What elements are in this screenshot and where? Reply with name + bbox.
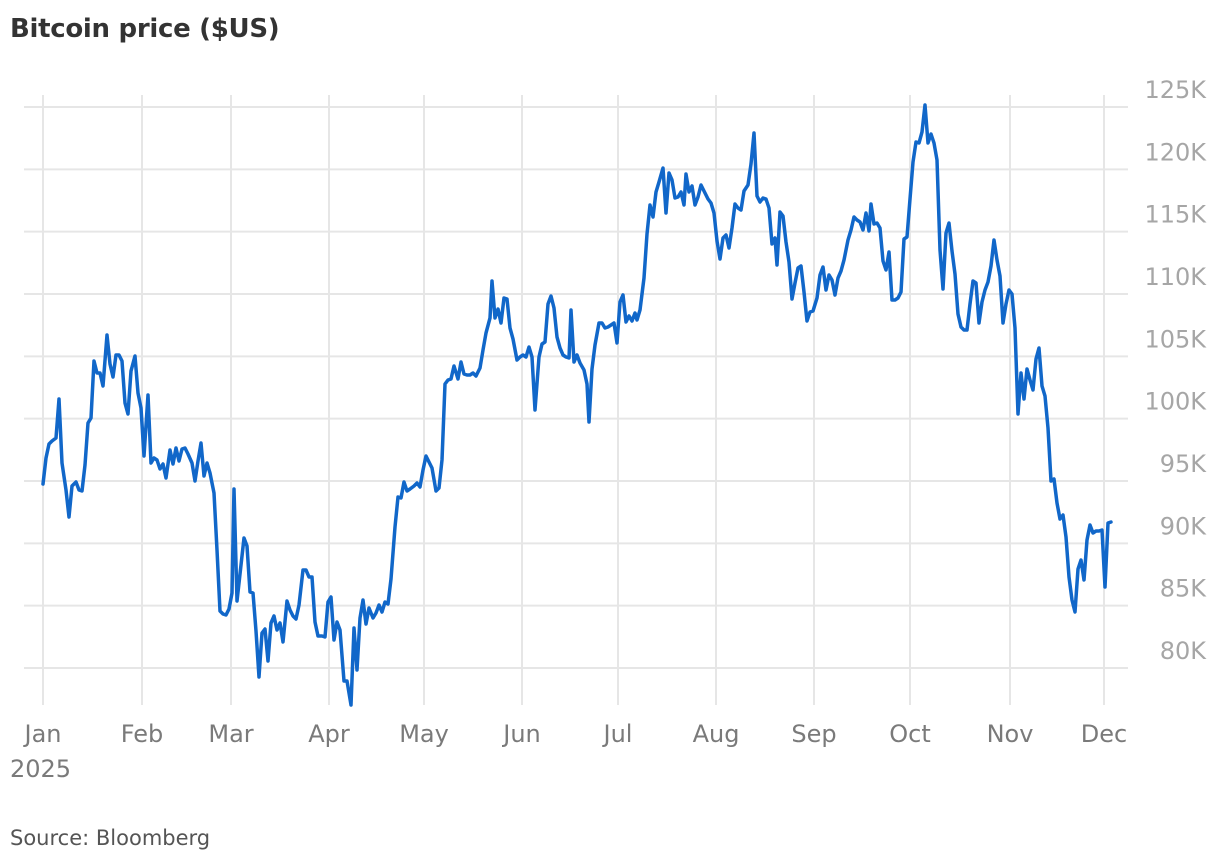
y-tick-label: 85K [1160, 575, 1208, 603]
y-tick-label: 105K [1144, 325, 1207, 353]
chart-title: Bitcoin price ($US) [10, 14, 280, 44]
x-tick-label: Sep [791, 720, 836, 748]
x-tick-label: Aug [693, 720, 740, 748]
y-tick-label: 90K [1160, 512, 1208, 540]
x-tick-label: May [399, 720, 449, 748]
x-axis-labels: Jan Feb Mar Apr May Jun Jul Aug Sep Oct Nov Dec [23, 720, 1128, 748]
bitcoin-price-line [41, 103, 1113, 707]
x-tick-label: Jun [501, 720, 541, 748]
y-tick-label: 100K [1144, 388, 1207, 416]
x-tick-label: Feb [121, 720, 164, 748]
x-tick-label: Mar [208, 720, 253, 748]
y-tick-label: 80K [1160, 637, 1208, 665]
y-tick-label: 115K [1144, 201, 1207, 229]
x-tick-label: Jul [602, 720, 633, 748]
y-tick-label: 110K [1144, 263, 1207, 291]
source-note: Source: Bloomberg [10, 826, 211, 850]
vertical-gridlines [42, 95, 1105, 705]
y-tick-label: 95K [1160, 450, 1208, 478]
x-tick-label: Apr [308, 720, 350, 748]
horizontal-gridlines [24, 106, 1128, 669]
x-tick-label: Oct [889, 720, 931, 748]
x-tick-label: Nov [987, 720, 1034, 748]
x-axis-year-label: 2025 [10, 755, 71, 783]
y-axis-labels: 125K 120K 115K 110K 105K 100K 95K 90K 85K 80K [1144, 76, 1207, 665]
y-tick-label: 120K [1144, 138, 1207, 166]
y-tick-label: 125K [1144, 76, 1207, 104]
x-tick-label: Dec [1081, 720, 1127, 748]
x-tick-label: Jan [23, 720, 62, 748]
